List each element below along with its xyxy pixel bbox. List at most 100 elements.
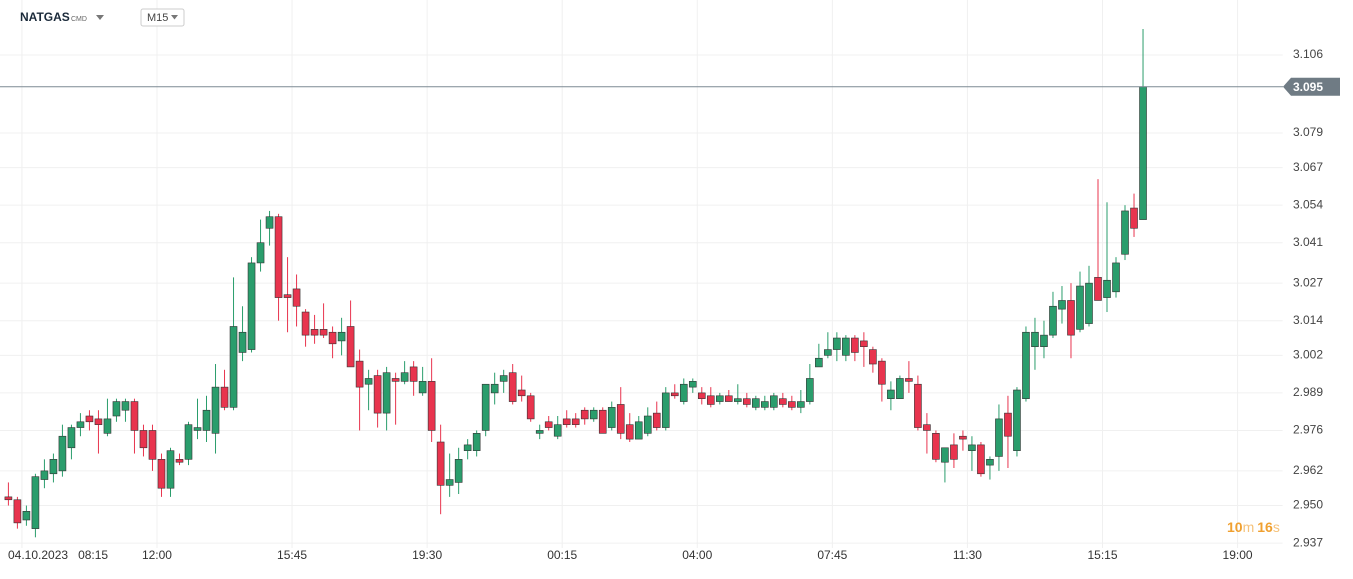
y-tick-label: 3.002: [1293, 348, 1323, 362]
candle-body: [175, 459, 184, 463]
candle-body: [526, 395, 535, 420]
y-tick-label: 3.027: [1293, 275, 1323, 289]
candle-body: [490, 383, 499, 394]
candle-body: [950, 444, 958, 460]
candle-body: [13, 499, 22, 524]
candle-body: [1112, 262, 1120, 293]
candle-body: [652, 412, 661, 428]
x-tick-label: 19:30: [412, 548, 442, 562]
candle-body: [202, 409, 211, 431]
candle-body: [1049, 305, 1057, 336]
candle-body: [58, 435, 67, 472]
candle-body: [418, 381, 427, 394]
candle-body: [184, 424, 193, 460]
y-tick-label: 2.962: [1293, 463, 1323, 477]
candle-body: [472, 433, 481, 451]
candle-body: [40, 470, 49, 480]
symbol-subtitle: CMD: [71, 16, 87, 23]
candle-body: [76, 421, 85, 428]
candle-body: [238, 331, 247, 353]
candle-body: [688, 381, 697, 388]
timeframe-selector[interactable]: M15: [140, 8, 185, 27]
countdown-minutes-unit: m: [1243, 519, 1255, 535]
candle-body: [409, 366, 418, 382]
timeframe-label: M15: [147, 12, 168, 24]
countdown-seconds: 16: [1257, 519, 1273, 535]
x-tick-label: 00:15: [547, 548, 577, 562]
candle-body: [319, 329, 328, 336]
y-tick-label: 2.937: [1293, 535, 1323, 549]
candle-body: [770, 395, 778, 408]
candle-body: [229, 326, 238, 408]
candle-body: [869, 349, 877, 365]
candle-body: [914, 383, 922, 428]
dropdown-caret: [96, 15, 104, 20]
candle-body: [941, 447, 949, 463]
candle-body: [391, 378, 400, 382]
candle-body: [346, 326, 355, 368]
candle-body: [670, 392, 679, 397]
candle-body: [121, 401, 130, 411]
candle-body: [1103, 279, 1111, 298]
x-tick-label: 15:45: [277, 548, 307, 562]
candle-body: [130, 401, 139, 431]
y-tick-label: 2.950: [1293, 498, 1323, 512]
candle-body: [328, 331, 337, 345]
candle-body: [788, 401, 796, 408]
candle-body: [517, 389, 526, 397]
candle-body: [211, 386, 220, 434]
candle-body: [977, 444, 985, 475]
candle-body: [734, 398, 742, 402]
y-tick-label: 3.067: [1293, 160, 1323, 174]
candle-body: [905, 378, 913, 382]
dropdown-caret: [171, 15, 178, 20]
symbol-selector[interactable]: NATGAS CMD: [20, 10, 104, 24]
candle-body: [589, 409, 598, 420]
symbol-title: NATGAS: [20, 10, 70, 24]
candle-body: [382, 372, 391, 414]
candle-body: [878, 360, 886, 385]
candle-body: [896, 378, 904, 399]
candle-body: [625, 424, 634, 440]
candle-body: [265, 216, 274, 229]
candle-body: [283, 294, 292, 298]
candle-body: [337, 331, 346, 342]
timeframe-box: [140, 8, 185, 27]
x-tick-label: 08:15: [78, 548, 108, 562]
candle-body: [1139, 86, 1147, 220]
x-tick-label: 11:30: [953, 548, 982, 562]
candle-body: [616, 404, 625, 434]
candle-body: [274, 216, 283, 298]
x-tick-label: 15:15: [1087, 548, 1117, 562]
candle-body: [256, 242, 265, 264]
candle-body: [373, 375, 382, 414]
candle-body: [22, 511, 31, 521]
candle-body: [598, 409, 607, 434]
countdown-minutes: 10: [1227, 519, 1243, 535]
grid: [0, 0, 1283, 548]
candle-body: [1022, 331, 1030, 399]
candle-body: [1121, 210, 1129, 255]
candle-body: [571, 418, 580, 425]
candle-body: [1076, 285, 1084, 330]
candle-body: [752, 398, 760, 408]
candle-body: [715, 395, 724, 402]
candle-body: [139, 430, 148, 449]
candle-body: [1130, 207, 1138, 229]
candle-body: [94, 418, 103, 425]
candle-body: [355, 360, 364, 388]
candle-body: [301, 311, 310, 336]
candle-body: [724, 395, 733, 402]
candle-body: [743, 398, 751, 405]
candle-body: [4, 496, 13, 501]
candle-body: [580, 409, 589, 420]
candle-body: [112, 401, 121, 417]
candle-body: [310, 329, 319, 336]
candle-body: [445, 479, 454, 486]
candle-body: [463, 444, 472, 451]
candle-body: [923, 424, 931, 431]
y-tick-label: 3.106: [1293, 47, 1323, 61]
candle-body: [797, 401, 805, 408]
candle-body: [815, 357, 823, 368]
candle-body: [932, 433, 940, 460]
